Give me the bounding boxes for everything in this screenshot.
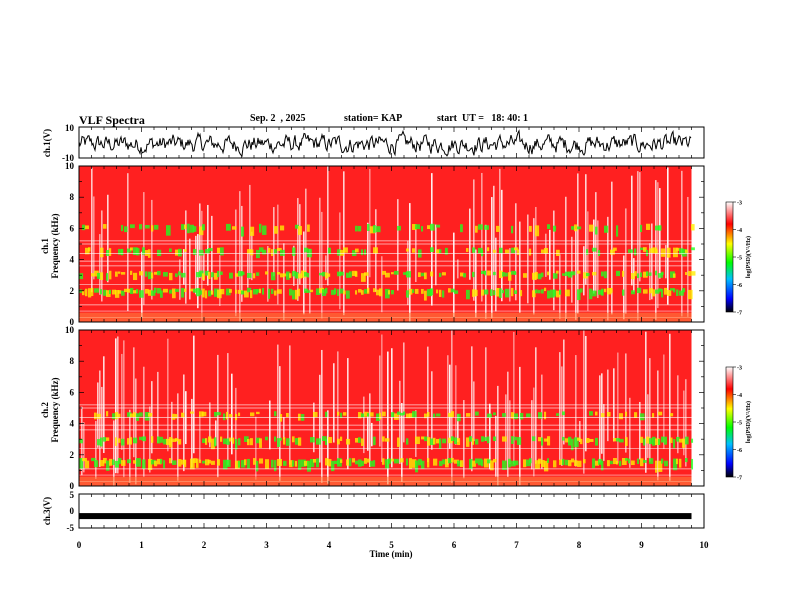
ch2-spec-ylabel-channel: ch.2	[40, 402, 50, 418]
ch3-ytick-bottom: -5	[67, 523, 75, 533]
colorbar-tick: -5	[737, 421, 742, 427]
header-date: Sep. 2 , 2025	[250, 113, 306, 124]
spec2-ytick: 4	[70, 419, 75, 429]
ch3-trace	[79, 513, 692, 520]
x-tick-label: 0	[77, 540, 82, 550]
colorbar-tick: -5	[737, 256, 742, 262]
x-tick-label: 3	[264, 540, 269, 550]
colorbar-tick: -3	[737, 201, 742, 207]
spec1-ytick: 8	[70, 192, 75, 202]
ch1-spectrogram-image	[79, 166, 696, 322]
ch1-colorbar-label: log(PSD)(V²/Hz)	[745, 236, 752, 278]
ch1-colorbar: -7 -6 -5 -4 -3 log(PSD)(V²/Hz)	[725, 201, 752, 317]
ch2-colorbar: -7 -6 -5 -4 -3 log(PSD)(V²/Hz)	[725, 366, 752, 482]
ch1-ytick-bottom: -10	[62, 153, 74, 163]
colorbar-tick: -7	[737, 476, 742, 482]
colorbar-tick: -4	[737, 228, 742, 234]
x-tick-label: 6	[452, 540, 457, 550]
ch2-spectrogram-image	[79, 330, 694, 486]
x-tick-label: 8	[577, 540, 582, 550]
ch3-ytick-mid: 0	[70, 506, 75, 516]
ch1-spec-ylabel-channel: ch.1	[40, 238, 50, 254]
spec1-ytick: 2	[70, 286, 75, 296]
header-station: station= KAP	[344, 113, 403, 124]
x-tick-label: 7	[514, 540, 519, 550]
colorbar-tick: -6	[737, 283, 742, 289]
spec2-ytick: 10	[65, 325, 75, 335]
ch1-spectrogram-panel: 0 2 4 6 8 10 ch.1 Frequency (kHz)	[40, 161, 705, 327]
x-tick-label: 9	[639, 540, 644, 550]
colorbar-tick: -6	[737, 448, 742, 454]
spec1-ytick: 10	[65, 161, 75, 171]
x-tick-label: 10	[700, 540, 710, 550]
x-tick-label: 5	[389, 540, 394, 550]
chart-title: VLF Spectra	[79, 113, 145, 127]
header-start-time: start UT = 18: 40: 1	[437, 113, 529, 124]
x-tick-label: 1	[139, 540, 144, 550]
spec2-ytick: 2	[70, 450, 75, 460]
ch3-waveform-panel: 5 0 -5 ch.3(V)	[42, 490, 705, 533]
spec2-ytick: 6	[70, 387, 75, 397]
x-tick-label: 4	[327, 540, 332, 550]
colorbar-tick: -7	[737, 311, 742, 317]
ch1-trace	[78, 129, 692, 158]
colorbar-tick: -3	[737, 366, 742, 372]
ch3-ylabel: ch.3(V)	[42, 497, 52, 525]
spec1-ytick: 4	[70, 255, 75, 265]
spec2-ytick: 0	[70, 481, 75, 491]
colorbar-tick: -4	[737, 393, 742, 399]
spec1-ytick: 6	[70, 223, 75, 233]
x-axis-label: Time (min)	[369, 549, 412, 559]
spec1-ytick: 0	[70, 317, 75, 327]
ch3-ytick-top: 5	[70, 490, 75, 500]
ch2-spec-ylabel: Frequency (kHz)	[50, 377, 60, 442]
ch2-colorbar-label: log(PSD)(V²/Hz)	[745, 401, 752, 443]
ch1-ylabel: ch.1(V)	[42, 129, 52, 157]
x-tick-label: 2	[202, 540, 207, 550]
spec2-ytick: 8	[70, 356, 75, 366]
ch2-spectrogram-panel: 0 2 4 6 8 10 ch.2 Frequency (kHz)	[40, 325, 705, 491]
ch1-spec-ylabel: Frequency (kHz)	[50, 213, 60, 278]
ch1-ytick-top: 10	[65, 123, 75, 133]
